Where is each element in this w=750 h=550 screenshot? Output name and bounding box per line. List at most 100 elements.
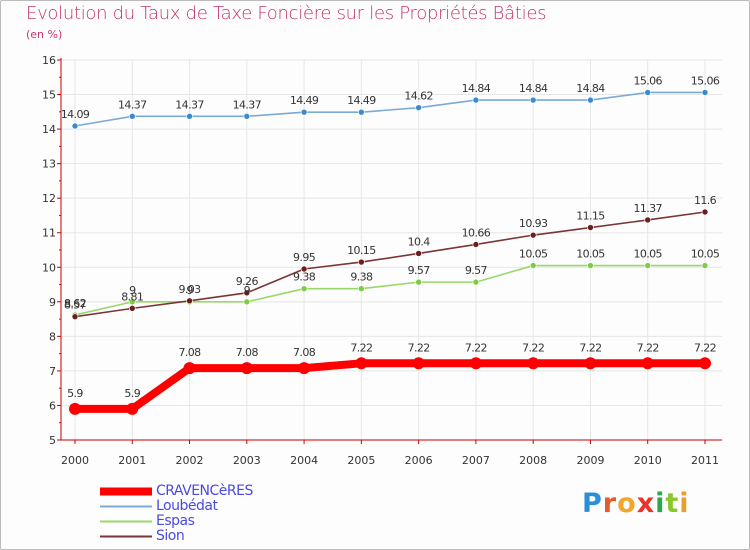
- legend-item-cravenceres: CRAVENCèRES: [100, 484, 253, 499]
- point-loube-dat-2002: [186, 113, 193, 120]
- legend: CRAVENCèRES Loubédat Espas Sion: [100, 484, 253, 544]
- point-cravence-res-2000: [69, 402, 81, 415]
- data-label-cravence-res-2008: 7.22: [522, 341, 544, 354]
- logo-letter: o: [617, 488, 637, 519]
- point-espas-2010: [644, 262, 652, 269]
- y-tick-8: 8: [49, 330, 56, 343]
- data-label-cravence-res-2006: 7.22: [408, 341, 430, 354]
- legend-label-cravenceres: CRAVENCèRES: [156, 483, 253, 499]
- data-label-sion-2011: 11.6: [694, 194, 717, 207]
- x-tick-2009: 2009: [576, 454, 604, 467]
- data-label-sion-2010: 11.37: [633, 202, 662, 215]
- logo-letter: r: [602, 488, 618, 519]
- data-label-cravence-res-2003: 7.08: [236, 346, 259, 359]
- y-tick-7: 7: [49, 365, 56, 378]
- point-loube-dat-2009: [587, 96, 594, 104]
- x-tick-2005: 2005: [347, 454, 375, 467]
- x-tick-2011: 2011: [691, 454, 719, 467]
- point-espas-2008: [529, 262, 537, 269]
- data-label-loube-dat-2005: 14.49: [347, 94, 376, 107]
- logo-letter: P: [582, 488, 603, 519]
- data-label-cravence-res-2005: 7.22: [350, 341, 372, 354]
- data-label-sion-2001: 8.81: [121, 290, 143, 303]
- data-label-loube-dat-2001: 14.37: [118, 98, 147, 111]
- x-tick-2002: 2002: [176, 454, 204, 467]
- data-label-espas-2002: 9: [186, 284, 193, 297]
- legend-label-loubedat: Loubédat: [156, 498, 218, 514]
- data-label-sion-2002: 9.03: [178, 283, 201, 296]
- logo-letter: t: [665, 488, 680, 519]
- data-label-cravence-res-2004: 7.08: [293, 346, 316, 359]
- data-labels: 14.09 14.37 14.37 14.37 14.49 14.49 14.62 14.84…: [61, 74, 721, 400]
- line-chart: 5 6 7 8 9 10 11 12 13 14 15 16 2000 2001 2002 2003 2004…: [42, 54, 722, 467]
- chart-title: Evolution du Taux de Taxe Foncière sur l…: [26, 3, 547, 24]
- data-label-sion-2004: 9.95: [293, 251, 316, 264]
- point-cravence-res-2005: [355, 357, 368, 370]
- data-label-loube-dat-2000: 14.09: [61, 108, 90, 121]
- point-loube-dat-2001: [128, 113, 136, 120]
- point-cravence-res-2011: [699, 357, 711, 370]
- point-espas-2009: [587, 262, 594, 269]
- legend-item-loubedat: Loubédat: [100, 499, 253, 514]
- data-label-loube-dat-2010: 15.06: [633, 74, 662, 87]
- point-sion-2000: [71, 313, 79, 320]
- point-cravence-res-2009: [584, 357, 597, 370]
- grid-lines: [61, 59, 722, 441]
- series-line-sion: [74, 211, 706, 318]
- x-tick-2004: 2004: [290, 454, 318, 467]
- point-cravence-res-2007: [469, 357, 482, 370]
- data-label-cravence-res-2001: 5.9: [124, 387, 140, 400]
- y-tick-10: 10: [42, 261, 56, 274]
- x-tick-labels: 2000 2001 2002 2003 2004 2005 2006 2007 2008 2009…: [61, 454, 719, 467]
- y-tick-12: 12: [42, 192, 56, 205]
- data-label-loube-dat-2011: 15.06: [691, 74, 720, 87]
- legend-swatch-cravenceres: [100, 487, 152, 496]
- data-label-cravence-res-2011: 7.22: [694, 341, 716, 354]
- series-line-loube-dat: [74, 91, 705, 127]
- legend-swatch-espas: [100, 520, 152, 523]
- data-label-cravence-res-2010: 7.22: [637, 341, 659, 354]
- data-label-espas-2009: 10.05: [576, 248, 605, 261]
- point-espas-2001: [128, 298, 136, 306]
- point-sion-2005: [358, 258, 365, 266]
- point-espas-2003: [243, 298, 251, 306]
- point-cravence-res-2001: [126, 402, 139, 415]
- logo-letter: i: [679, 488, 690, 519]
- data-label-espas-2003: 9: [244, 284, 251, 297]
- data-label-espas-2004: 9.38: [293, 271, 316, 284]
- point-sion-2004: [300, 265, 308, 273]
- data-label-sion-2003: 9.26: [236, 275, 259, 288]
- x-tick-2008: 2008: [519, 454, 547, 467]
- point-sion-2008: [529, 231, 537, 239]
- y-tick-5: 5: [49, 434, 56, 447]
- data-label-espas-2005: 9.38: [350, 271, 373, 284]
- point-espas-2004: [300, 285, 308, 292]
- x-tick-2001: 2001: [118, 454, 146, 467]
- point-espas-2005: [358, 285, 365, 292]
- data-label-sion-2006: 10.4: [408, 235, 431, 248]
- logo-letter: x: [636, 488, 656, 519]
- legend-label-espas: Espas: [156, 513, 195, 529]
- logo-letter: i: [655, 488, 666, 519]
- x-tick-2003: 2003: [233, 454, 261, 467]
- series-lines: [69, 89, 711, 415]
- y-tick-16: 16: [42, 54, 56, 67]
- point-sion-2009: [587, 224, 594, 231]
- point-loube-dat-2004: [300, 108, 308, 116]
- y-tick-13: 13: [42, 158, 56, 171]
- data-label-loube-dat-2008: 14.84: [519, 82, 548, 95]
- data-label-loube-dat-2006: 14.62: [404, 90, 433, 103]
- data-label-espas-2001: 9: [129, 284, 136, 297]
- point-loube-dat-2010: [644, 89, 652, 96]
- point-loube-dat-2005: [358, 108, 365, 116]
- legend-label-sion: Sion: [156, 528, 185, 544]
- series-line-espas: [74, 264, 705, 316]
- legend-item-sion: Sion: [100, 529, 253, 544]
- y-tick-9: 9: [49, 296, 56, 309]
- data-label-cravence-res-2002: 7.08: [178, 346, 201, 359]
- data-label-cravence-res-2007: 7.22: [465, 341, 487, 354]
- point-sion-2002: [186, 297, 193, 305]
- data-label-cravence-res-2009: 7.22: [579, 341, 601, 354]
- y-tick-14: 14: [42, 123, 56, 136]
